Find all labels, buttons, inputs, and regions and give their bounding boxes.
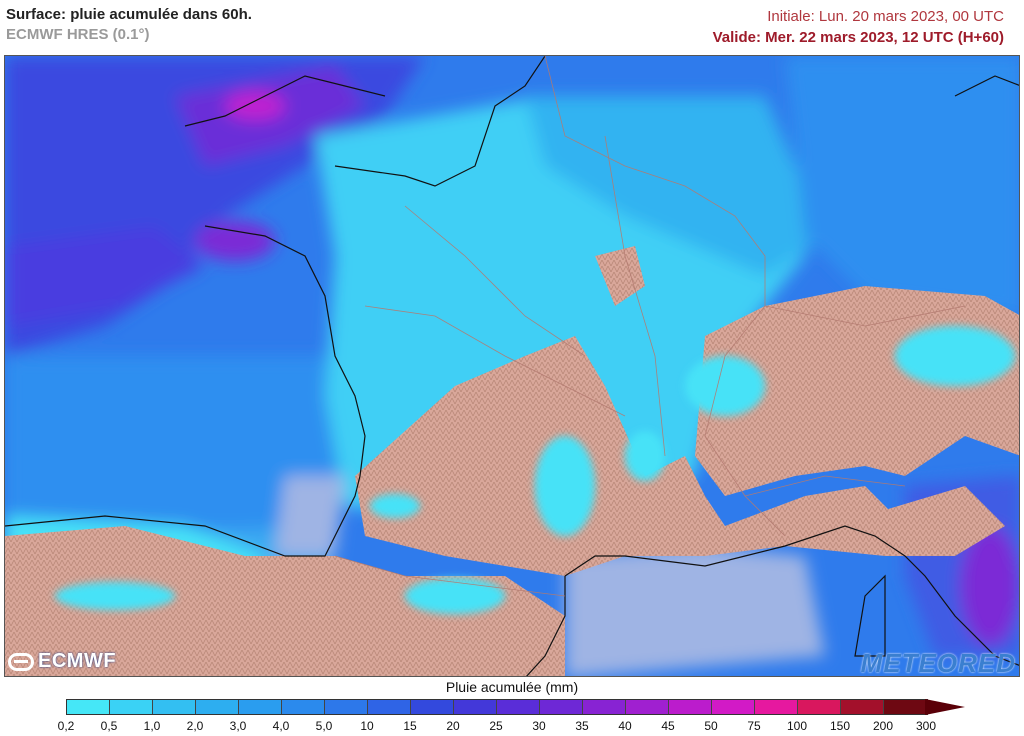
- legend-swatch: [841, 700, 884, 714]
- legend-tick-label: 100: [786, 719, 808, 733]
- legend-tick-label: 35: [575, 719, 589, 733]
- legend-tick-label: 150: [829, 719, 851, 733]
- map-canvas: [5, 56, 1019, 676]
- precipitation-map[interactable]: [4, 55, 1020, 677]
- legend-tick-label: 45: [661, 719, 675, 733]
- legend-tick-label: 75: [747, 719, 761, 733]
- legend-tick-label: 50: [704, 719, 718, 733]
- legend-swatch: [368, 700, 411, 714]
- valid-time: Valide: Mer. 22 mars 2023, 12 UTC (H+60): [712, 29, 1004, 46]
- legend-swatch: [626, 700, 669, 714]
- rain-patches: [55, 326, 1015, 614]
- legend-swatch: [196, 700, 239, 714]
- legend-tick-label: 40: [618, 719, 632, 733]
- header-right: Initiale: Lun. 20 mars 2023, 00 UTC Vali…: [713, 8, 1004, 46]
- legend-tick-label: 0,2: [57, 719, 75, 733]
- legend-tick-label: 2,0: [186, 719, 204, 733]
- ecmwf-logo-icon: [8, 652, 34, 671]
- legend-swatch: [669, 700, 712, 714]
- legend-tick-label: 4,0: [272, 719, 290, 733]
- legend-swatch: [282, 700, 325, 714]
- legend-swatch: [411, 700, 454, 714]
- legend-swatch: [755, 700, 798, 714]
- borders: [334, 56, 966, 597]
- header-left: Surface: pluie acumulée dans 60h. ECMWF …: [6, 6, 252, 43]
- map-title: Surface: pluie acumulée dans 60h.: [6, 6, 252, 23]
- legend-tick-label: 1,0: [143, 719, 161, 733]
- legend-tick-label: 10: [360, 719, 374, 733]
- legend-tick-label: 20: [446, 719, 460, 733]
- legend-swatch: [540, 700, 583, 714]
- meteored-logo: METEORED: [860, 648, 1016, 678]
- legend-tick-label: 200: [872, 719, 894, 733]
- legend-overflow-arrow: [925, 699, 965, 715]
- legend-title: Pluie acumulée (mm): [445, 679, 579, 695]
- legend-swatch: [884, 700, 927, 714]
- legend-tick-label: 30: [532, 719, 546, 733]
- legend-swatch: [153, 700, 196, 714]
- legend-swatch: [454, 700, 497, 714]
- legend-tick-label: 300: [915, 719, 937, 733]
- model-name: ECMWF HRES (0.1°): [6, 26, 150, 43]
- ecmwf-logo: ECMWF: [8, 650, 116, 673]
- ecmwf-logo-text: ECMWF: [38, 650, 117, 672]
- legend-swatch: [497, 700, 540, 714]
- legend-swatch: [798, 700, 841, 714]
- initial-time: Initiale: Lun. 20 mars 2023, 00 UTC: [767, 8, 1004, 25]
- legend-tick-label: 25: [489, 719, 503, 733]
- legend-tick-label: 0,5: [100, 719, 118, 733]
- legend-swatch: [325, 700, 368, 714]
- legend-swatch: [110, 700, 153, 714]
- legend-tick-label: 5,0: [315, 719, 333, 733]
- legend-swatch: [583, 700, 626, 714]
- legend-colorbar: [66, 699, 928, 715]
- legend-swatch: [239, 700, 282, 714]
- legend-swatch: [67, 700, 110, 714]
- legend-tick-label: 3,0: [229, 719, 247, 733]
- legend-swatch: [712, 700, 755, 714]
- legend-tick-label: 15: [403, 719, 417, 733]
